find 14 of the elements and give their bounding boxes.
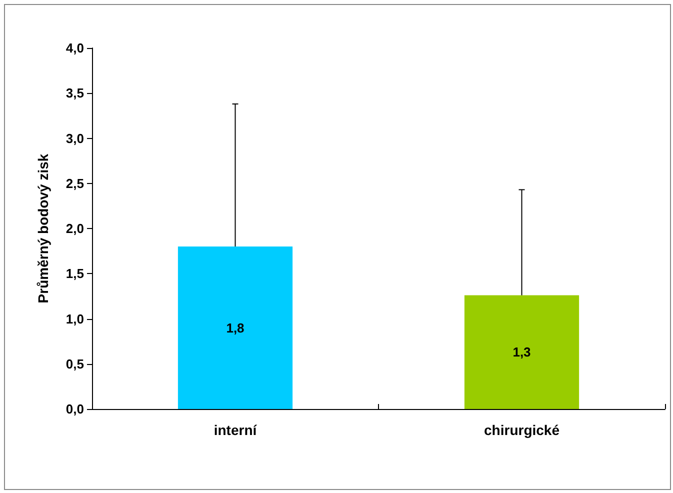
data-label: 1,8 xyxy=(226,320,244,336)
y-tick-label: 1,0 xyxy=(66,311,84,326)
y-tick-label: 4,0 xyxy=(66,40,84,56)
x-tick-label: interní xyxy=(214,422,258,438)
y-tick-label: 2,0 xyxy=(66,221,84,236)
y-axis-title: Průměrný bodový zisk xyxy=(35,154,51,304)
y-tick-label: 1,5 xyxy=(66,266,84,282)
data-label: 1,3 xyxy=(512,344,531,360)
x-tick-label: chirurgické xyxy=(484,422,560,438)
y-tick-label: 3,0 xyxy=(66,130,84,146)
y-tick-label: 0,5 xyxy=(66,356,84,372)
y-tick-label: 3,5 xyxy=(66,86,84,101)
y-tick-label: 2,5 xyxy=(66,176,84,191)
y-tick-label: 0,0 xyxy=(66,402,84,416)
